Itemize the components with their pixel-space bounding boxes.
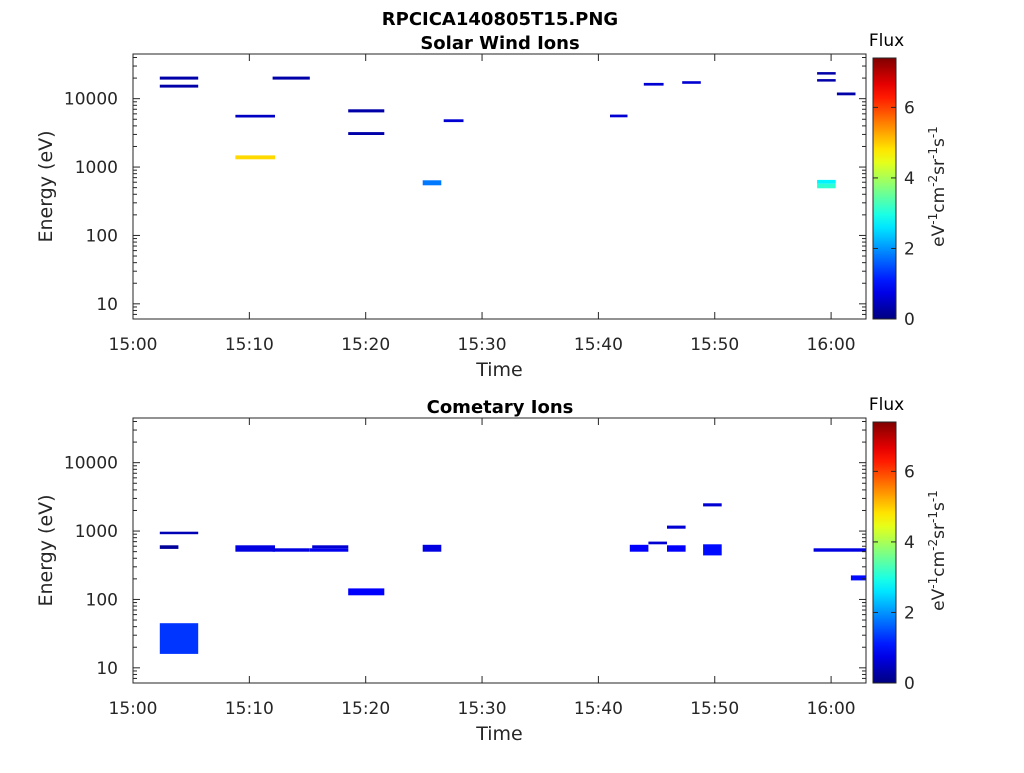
y-axis-label: Energy (eV) [35,130,57,242]
colorbar-tick-label: 6 [904,462,915,482]
flux-segment [817,72,836,75]
flux-segment [235,114,275,118]
flux-segment [817,179,836,184]
data-segments [159,72,856,189]
colorbar-tick-label: 4 [904,533,915,553]
colorbar-unit-label: eV-1cm-2sr-1s-1 [926,490,949,611]
panel-title: Solar Wind Ions [420,33,579,54]
flux-segment [159,545,179,549]
flux-segment [159,76,199,80]
y-tick-label: 100 [86,226,118,246]
y-tick-label: 1000 [75,158,118,178]
x-tick-label: 15:30 [458,335,507,355]
flux-segment [643,82,664,86]
x-tick-label: 15:20 [341,699,390,719]
colorbar-tick-label: 4 [904,169,915,189]
x-tick-label: 15:50 [690,699,739,719]
y-tick-label: 10000 [64,454,118,474]
flux-segment [667,525,686,529]
colorbar-tick-label: 2 [904,603,915,623]
flux-segment [422,180,442,186]
x-tick-label: 15:40 [574,699,623,719]
flux-segment [272,76,310,80]
colorbar: 0 2 4 6 Flux eV-1cm-2sr-1s-1 [869,31,949,330]
plot-frame [132,417,867,684]
colorbar-gradient [872,57,897,320]
data-segments [159,503,866,654]
x-tick-label: 15:40 [574,335,623,355]
flux-segment [309,548,349,552]
flux-segment [312,545,349,549]
y-tick-label: 10 [96,659,118,679]
colorbar-gradient [872,421,897,684]
flux-segment [850,575,866,581]
figure-title: RPCICA140805T15.PNG [382,9,618,30]
colorbar-title: Flux [869,395,904,415]
x-tick-label: 15:30 [458,699,507,719]
flux-segment [817,183,836,189]
x-tick-label: 15:50 [690,335,739,355]
colorbar-title: Flux [869,31,904,51]
x-tick-label: 15:10 [225,699,274,719]
x-tick-label: 15:00 [109,699,158,719]
flux-segment [348,588,385,596]
flux-segment [159,84,199,88]
flux-segment [159,531,199,535]
panel-title: Cometary Ions [427,397,574,418]
y-axis-label: Energy (eV) [35,494,57,606]
x-tick-label: 15:00 [109,335,158,355]
y-tick-label: 10 [96,295,118,315]
colorbar-tick-label: 0 [904,674,915,694]
flux-segment [610,114,628,118]
flux-segment [703,544,722,556]
flux-segment [667,545,686,552]
y-tick-label: 100 [86,590,118,610]
flux-segment [235,155,275,160]
solar-wind-panel: Solar Wind Ions 15:00 15:10 15:20 15:30 15:40… [35,31,949,381]
flux-segment [629,544,649,552]
flux-segment [272,548,310,552]
flux-segment [235,545,275,552]
flux-segment [422,544,442,552]
plot-frame [132,53,867,320]
colorbar-tick-label: 2 [904,239,915,259]
x-axis-label: Time [475,359,523,381]
flux-segment [682,81,701,84]
flux-segment [443,119,464,123]
flux-segment [703,503,722,507]
x-tick-label: 15:10 [225,335,274,355]
flux-segment [648,541,667,545]
flux-segment [817,79,836,82]
x-tick-label: 16:00 [807,335,856,355]
x-tick-label: 16:00 [807,699,856,719]
colorbar-tick-label: 6 [904,98,915,118]
cometary-ions-panel: Cometary Ions 15:00 15:10 15:20 15:30 15:40 15… [35,395,949,745]
flux-segment [813,548,866,552]
flux-segment [348,109,385,113]
colorbar-unit-label: eV-1cm-2sr-1s-1 [926,126,949,247]
flux-segment [836,92,856,96]
flux-segment [159,623,199,654]
y-tick-label: 10000 [64,90,118,110]
flux-segment [348,132,385,135]
colorbar: 0 2 4 6 Flux eV-1cm-2sr-1s-1 [869,395,949,694]
x-tick-label: 15:20 [341,335,390,355]
x-axis-label: Time [475,723,523,745]
colorbar-tick-label: 0 [904,310,915,330]
y-tick-label: 1000 [75,522,118,542]
